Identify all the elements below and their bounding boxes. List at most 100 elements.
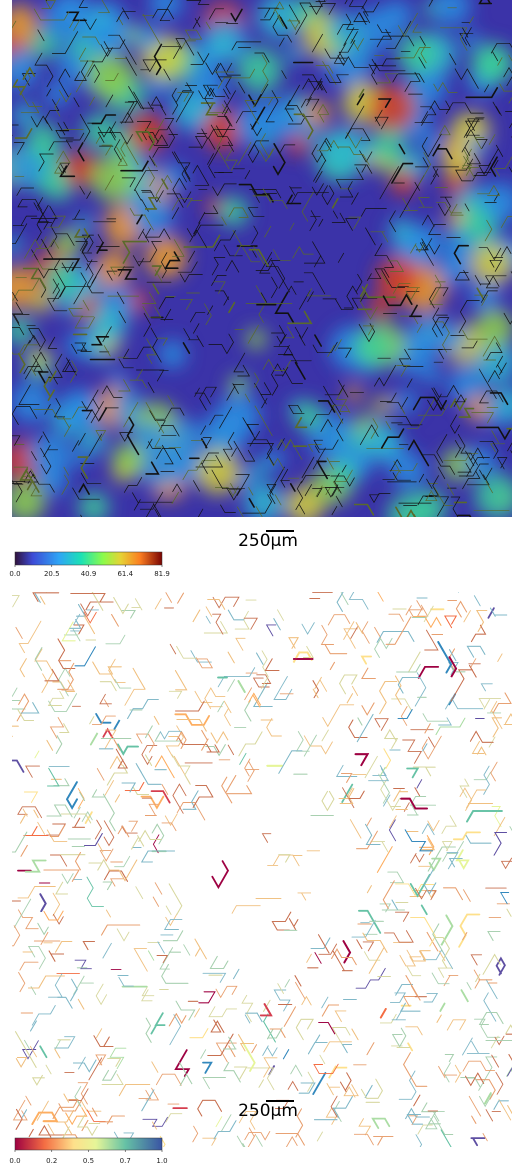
network-segment: [298, 893, 311, 901]
network-segment: [384, 749, 391, 769]
network-segment: [452, 581, 458, 592]
heat-blob: [89, 306, 127, 344]
network-segment: [463, 1038, 473, 1055]
network-segment: [272, 912, 290, 930]
network-segment: [256, 1136, 262, 1147]
network-segment: [476, 1080, 495, 1100]
network-segment: [399, 1071, 416, 1099]
network-segment: [461, 990, 468, 1002]
network-segment: [109, 659, 126, 682]
network-segment: [440, 1004, 444, 1012]
network-segment: [328, 615, 350, 625]
heat-blob: [87, 53, 134, 100]
network-segment: [508, 1056, 525, 1076]
network-segment: [105, 871, 128, 881]
heat-blob: [109, 370, 125, 386]
network-segment: [359, 1119, 370, 1135]
network-segment: [213, 597, 239, 608]
network-segment: [49, 951, 64, 962]
heat-blob: [244, 483, 284, 523]
network-segment: [425, 724, 430, 733]
network-segment: [133, 668, 145, 689]
network-segment: [142, 987, 154, 996]
network-segment: [203, 1063, 211, 1073]
network-segment: [105, 781, 113, 796]
network-segment: [108, 1116, 125, 1124]
network-segment: [210, 956, 228, 968]
network-segment: [74, 807, 80, 818]
network-segment: [248, 1068, 274, 1090]
network-segment: [245, 700, 251, 721]
network-segment: [190, 1029, 208, 1038]
network-segment: [58, 997, 72, 1008]
network-segment: [340, 1073, 351, 1092]
network-segment: [75, 647, 95, 666]
network-segment: [56, 941, 72, 952]
network-segment: [0, 726, 18, 736]
network-segment: [115, 679, 131, 688]
network-segment: [466, 1073, 484, 1085]
heat-blob: [237, 48, 282, 93]
network-segment: [396, 985, 413, 996]
network-segment: [502, 858, 514, 868]
colorbar-tick-label: 0.5: [83, 1157, 94, 1165]
network-segment: [82, 1120, 88, 1130]
network-segment: [198, 1100, 222, 1116]
network-segment: [279, 855, 290, 862]
network-segment: [104, 821, 114, 846]
network-segment: [494, 833, 506, 856]
network-segment: [445, 1055, 453, 1062]
network-segment: [342, 774, 352, 783]
network-segment: [224, 701, 231, 726]
network-segment: [254, 685, 272, 707]
network-segment: [102, 925, 140, 935]
network-segment: [129, 821, 137, 831]
network-segment: [96, 984, 106, 1004]
network-segment: [83, 941, 94, 949]
network-segment: [283, 1050, 288, 1059]
network-segment: [313, 689, 318, 698]
network-segment: [506, 1025, 516, 1033]
network-segment: [322, 997, 328, 1008]
network-segment: [2, 832, 27, 852]
network-segment: [257, 653, 264, 664]
network-segment: [507, 909, 511, 916]
network-segment: [170, 644, 176, 654]
network-segment: [467, 646, 485, 657]
network-segment: [404, 1053, 427, 1087]
network-segment: [59, 1102, 81, 1111]
colorbar-tick-label: 61.4: [117, 570, 133, 578]
network-segment: [501, 893, 509, 904]
network-segment: [0, 726, 18, 736]
network-segment: [109, 860, 137, 881]
network-segment: [40, 597, 45, 605]
network-segment: [406, 606, 411, 615]
network-segment: [357, 831, 378, 849]
network-segment: [363, 942, 373, 951]
network-segment: [492, 807, 501, 827]
network-segment: [409, 601, 422, 617]
network-segment: [97, 769, 104, 781]
network-segment: [254, 685, 272, 707]
network-segment: [350, 819, 361, 838]
network-segment: [156, 731, 181, 739]
network-segment: [212, 861, 228, 887]
network-segment: [452, 581, 458, 592]
network-segment: [340, 675, 357, 694]
heat-blob: [368, 296, 391, 319]
network-segment: [128, 700, 159, 719]
network-segment: [156, 1074, 181, 1085]
network-segment: [216, 1117, 222, 1127]
network-segment: [136, 887, 143, 899]
network-segment: [398, 710, 412, 719]
network-segment: [274, 619, 281, 630]
network-segment: [20, 814, 26, 824]
network-segment: [371, 842, 388, 852]
network-segment: [208, 1034, 233, 1055]
network-segment: [103, 794, 115, 831]
heat-blob: [219, 196, 249, 226]
network-segment: [444, 1063, 450, 1082]
network-segment: [204, 622, 227, 634]
network-segment: [136, 763, 161, 784]
network-segment: [125, 689, 145, 705]
